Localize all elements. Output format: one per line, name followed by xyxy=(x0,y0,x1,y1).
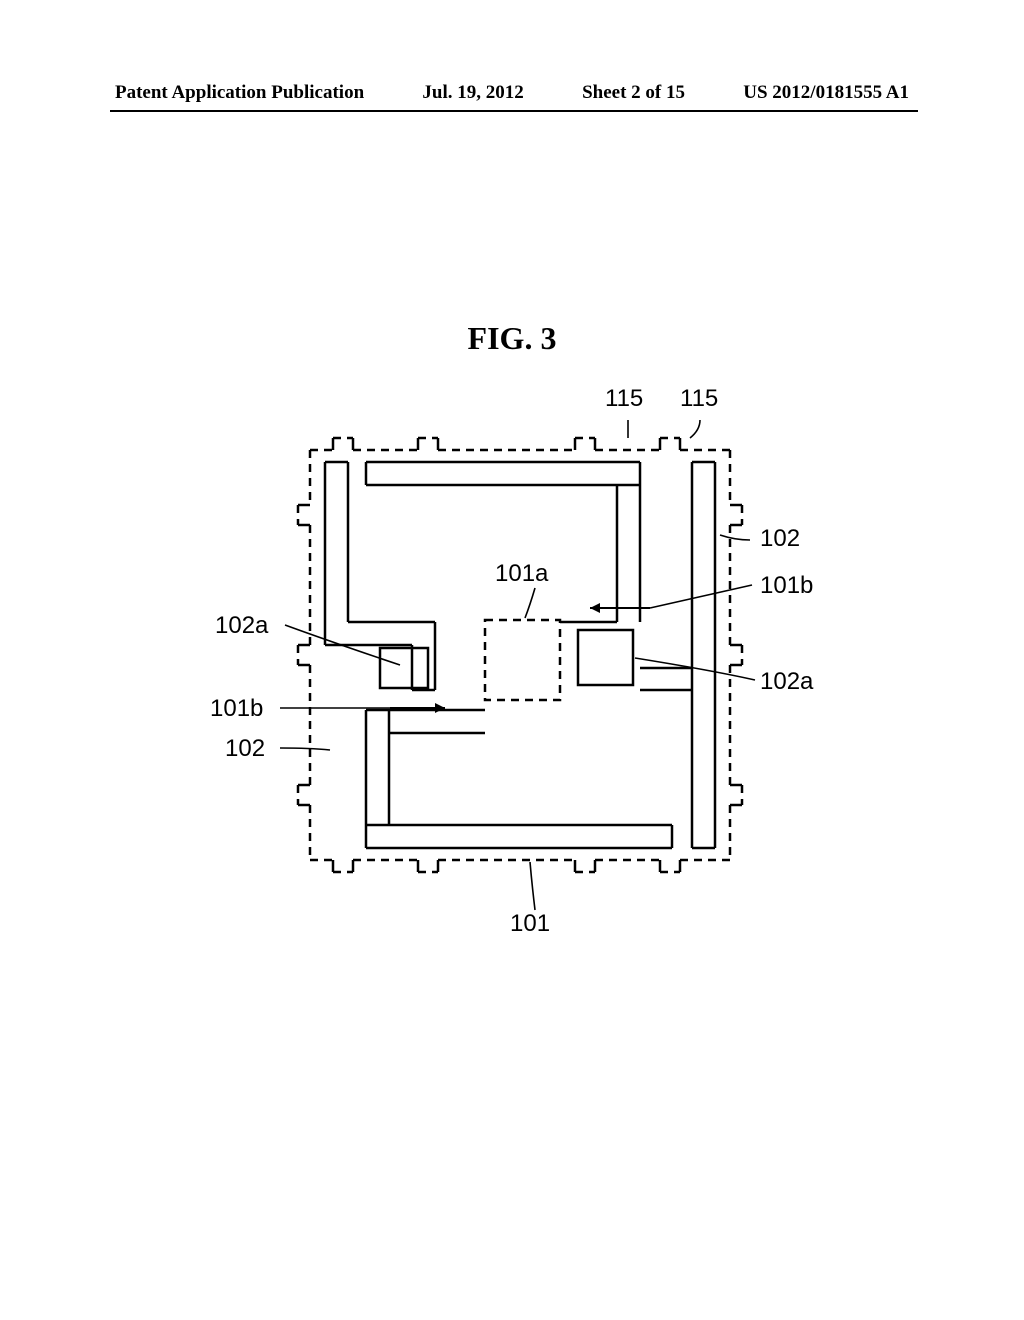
pub-number: US 2012/0181555 A1 xyxy=(743,82,909,104)
ref-101b-left: 101b xyxy=(210,695,263,723)
pub-date: Jul. 19, 2012 xyxy=(422,82,523,104)
ref-115-right: 115 xyxy=(680,385,718,413)
pub-type: Patent Application Publication xyxy=(115,82,364,104)
ref-102a-right: 102a xyxy=(760,668,813,696)
header-rule xyxy=(110,110,918,112)
sheet-no: Sheet 2 of 15 xyxy=(582,82,685,104)
ref-102a-left: 102a xyxy=(215,612,268,640)
figure-diagram: 115 115 102 101b 102a 102a 101b 102 101a… xyxy=(180,390,860,950)
ref-101: 101 xyxy=(510,910,550,938)
ref-115-left: 115 xyxy=(605,385,643,413)
figure-label: FIG. 3 xyxy=(0,320,1024,357)
ref-102-left: 102 xyxy=(225,735,265,763)
ref-101b-right: 101b xyxy=(760,572,813,600)
ref-101a: 101a xyxy=(495,560,548,588)
ref-102-right: 102 xyxy=(760,525,800,553)
